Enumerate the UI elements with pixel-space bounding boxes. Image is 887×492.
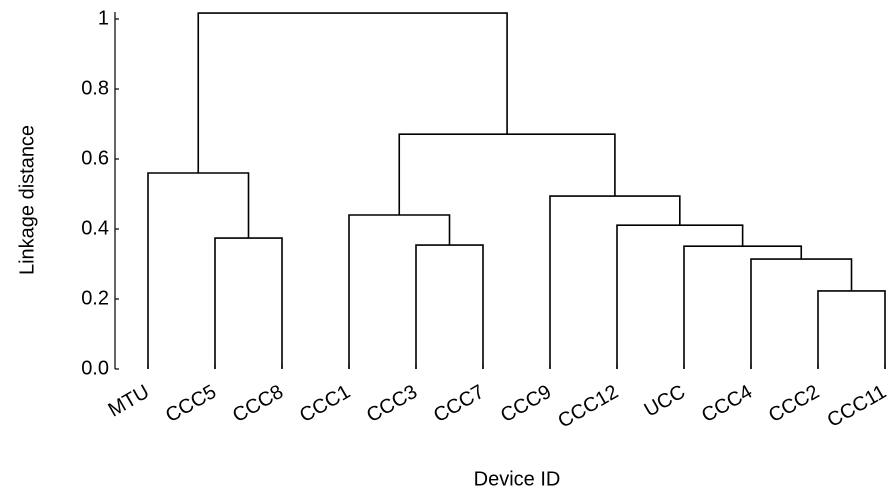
y-tick-label: 1: [98, 7, 109, 29]
leaf-label: CCC1: [296, 381, 354, 427]
dendrogram-link: [147, 172, 250, 369]
dendrogram-link: [415, 244, 484, 369]
dendrogram-link: [683, 245, 803, 369]
leaf-label: CCC9: [497, 381, 555, 427]
y-tick-label: 0.0: [81, 357, 109, 379]
dendrogram-link: [750, 258, 853, 369]
leaf-label: CCC4: [698, 381, 756, 427]
dendrogram-link: [398, 133, 616, 215]
y-axis-label: Linkage distance: [16, 125, 38, 275]
dendrogram-link: [197, 12, 508, 173]
leaf-label: CCC5: [162, 381, 220, 427]
dendrogram-link: [214, 237, 283, 369]
leaf-label: CCC12: [554, 381, 622, 433]
leaf-label: CCC2: [765, 381, 823, 427]
y-tick-label: 0.2: [81, 287, 109, 309]
leaf-label: CCC11: [824, 381, 887, 432]
leaf-label: CCC3: [363, 381, 421, 427]
y-tick-label: 0.6: [81, 147, 109, 169]
dendrogram-link: [348, 214, 451, 369]
y-tick-label: 0.4: [81, 217, 109, 239]
leaf-label: MTU: [105, 381, 154, 422]
leaf-label: CCC7: [430, 381, 488, 427]
leaf-label: CCC8: [229, 381, 287, 427]
y-tick-label: 0.8: [81, 77, 109, 99]
dendrogram-link: [549, 195, 681, 369]
dendrogram-link: [817, 290, 886, 369]
leaf-label: UCC: [641, 381, 690, 422]
x-axis-label: Device ID: [474, 468, 561, 490]
